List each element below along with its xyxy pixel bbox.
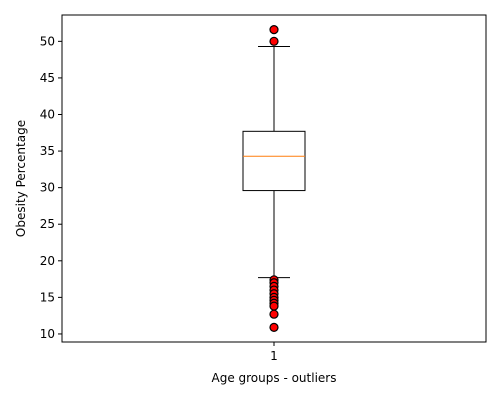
y-tick-label: 40 [40, 107, 55, 121]
y-axis: 10 15 20 25 30 35 40 45 50 [40, 34, 62, 341]
x-tick-label: 1 [270, 349, 278, 363]
y-tick-label: 50 [40, 34, 55, 48]
x-axis-label: Age groups - outliers [212, 371, 337, 385]
outlier-point [269, 309, 279, 319]
iqr-box [242, 130, 306, 192]
y-axis-label: Obesity Percentage [14, 120, 28, 237]
y-tick-label: 35 [40, 144, 55, 158]
y-tick-label: 30 [40, 181, 55, 195]
outlier-point [269, 301, 279, 311]
x-axis: 1 [270, 342, 278, 363]
y-tick-label: 10 [40, 327, 55, 341]
y-tick-label: 25 [40, 217, 55, 231]
outlier-point [269, 25, 279, 35]
y-tick-label: 45 [40, 71, 55, 85]
y-tick-label: 20 [40, 254, 55, 268]
box-group [242, 25, 306, 332]
outlier-point [269, 322, 279, 332]
outlier-point [269, 36, 279, 46]
y-tick-label: 15 [40, 290, 55, 304]
